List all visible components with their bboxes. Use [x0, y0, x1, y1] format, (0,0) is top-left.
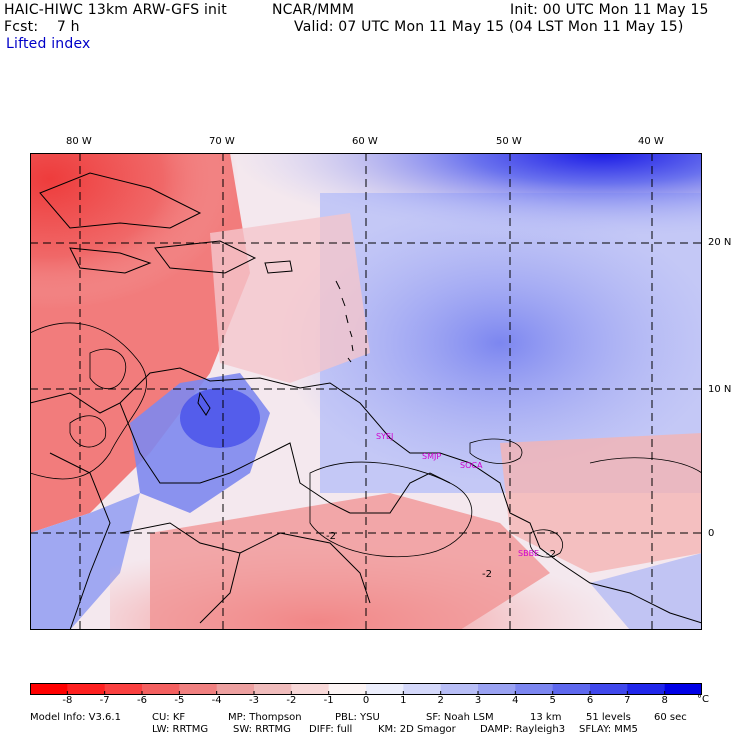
colorbar-tick-label: 2 — [437, 695, 444, 706]
colorbar-tick-label: -5 — [174, 695, 185, 706]
contour-label: -2 — [326, 531, 336, 542]
colorbar-swatch — [104, 683, 143, 695]
colorbar-tick-label: 5 — [549, 695, 556, 706]
colorbar-swatch — [366, 683, 404, 695]
forecast-hour: Fcst: 7 h — [4, 19, 80, 35]
caribbean-pink — [210, 213, 370, 383]
colorbar-svg — [30, 683, 703, 695]
colorbar-tick-label: -6 — [137, 695, 147, 706]
colorbar-swatch — [254, 683, 292, 695]
colorbar-tick-label: 1 — [400, 695, 407, 706]
amazon-red-core — [150, 493, 550, 630]
colorbar-swatch — [30, 683, 68, 695]
colorbar-tick-label: 0 — [362, 695, 370, 706]
map-frame — [30, 153, 702, 630]
colorbar-swatch — [440, 683, 479, 695]
colorbar-swatch — [403, 683, 442, 695]
valid-time: Valid: 07 UTC Mon 11 May 15 (04 LST Mon … — [294, 19, 684, 35]
contours — [29, 322, 703, 558]
colorbar-tick-label: -8 — [62, 695, 73, 706]
footer-pbl: PBL: YSU — [335, 712, 380, 723]
footer-shortwave: SW: RRTMG — [233, 724, 291, 735]
colorbar-tick-label: -3 — [249, 695, 259, 706]
lat-label-10n: 10 N — [708, 384, 732, 395]
colorbar-swatch — [515, 683, 554, 695]
footer-resolution: 13 km — [530, 712, 562, 723]
lesser-antilles — [335, 280, 354, 363]
maracaibo-blue-core — [180, 388, 260, 448]
colorbar-tick-label: -4 — [211, 695, 222, 706]
colorbar-swatch — [328, 683, 367, 695]
footer-km: KM: 2D Smagor — [378, 724, 456, 735]
contour-label: -2 — [482, 569, 492, 580]
lat-label-0: 0 — [708, 528, 715, 539]
colorbar — [30, 680, 703, 695]
lon-label-80w: 80 W — [66, 136, 92, 147]
contour-label: -2 — [546, 549, 556, 560]
field-name: Lifted index — [6, 36, 91, 52]
colorbar-tick-label: 6 — [586, 695, 594, 706]
lat-lon-grid — [30, 153, 702, 630]
footer-surface: SF: Noah LSM — [426, 712, 494, 723]
colorbar-tick-label: -2 — [286, 695, 297, 706]
lon-label-50w: 50 W — [496, 136, 522, 147]
map-svg: SYEJ SMJP SOCA SBBE -2 -2 -2 — [29, 153, 720, 631]
colorbar-swatch — [627, 683, 666, 695]
coastlines — [29, 172, 703, 631]
colorbar-swatch — [478, 683, 516, 695]
colorbar-swatch — [142, 683, 180, 695]
model-title: HAIC-HIWC 13km ARW-GFS init — [4, 2, 227, 18]
colorbar-swatch — [291, 683, 330, 695]
footer-longwave: LW: RRTMG — [152, 724, 209, 735]
footer-microphysics: MP: Thompson — [228, 712, 302, 723]
station-syej: SYEJ — [376, 432, 393, 441]
footer-model-version: Model Info: V3.6.1 — [30, 712, 121, 723]
colorbar-swatch — [664, 683, 703, 695]
lon-label-40w: 40 W — [638, 136, 664, 147]
lon-label-70w: 70 W — [209, 136, 235, 147]
colorbar-unit: °C — [697, 694, 709, 705]
colorbar-swatch — [590, 683, 628, 695]
colorbar-tick-label: -7 — [99, 695, 110, 706]
footer-cumulus: CU: KF — [152, 712, 186, 723]
lon-label-60w: 60 W — [352, 136, 378, 147]
southeast-blue — [590, 553, 702, 630]
organization: NCAR/MMM — [272, 2, 355, 18]
init-time: Init: 00 UTC Mon 11 May 15 — [510, 2, 709, 18]
colorbar-tick-label: 4 — [512, 695, 519, 706]
colorbar-swatch — [179, 683, 218, 695]
footer-damping: DAMP: Rayleigh3 — [480, 724, 566, 735]
colorbar-swatch — [67, 683, 106, 695]
footer-diffusion: DIFF: full — [309, 724, 353, 735]
footer-levels: 51 levels — [586, 712, 631, 723]
colorbar-tick-label: 3 — [474, 695, 482, 706]
station-smjp: SMJP — [422, 452, 441, 461]
colorbar-swatch — [552, 683, 591, 695]
colorbar-tick-label: 8 — [661, 695, 668, 706]
station-soca: SOCA — [460, 461, 483, 470]
footer-sflay: SFLAY: MM5 — [579, 724, 638, 735]
colorbar-tick-label: -1 — [323, 695, 334, 706]
station-sbbe: SBBE — [518, 549, 539, 558]
colorbar-swatch — [216, 683, 255, 695]
lifted-index-map: SYEJ SMJP SOCA SBBE -2 -2 -2 — [29, 153, 720, 631]
colorbar-tick-label: 7 — [624, 695, 631, 706]
lat-label-20n: 20 N — [708, 237, 732, 248]
footer-timestep: 60 sec — [654, 712, 687, 723]
